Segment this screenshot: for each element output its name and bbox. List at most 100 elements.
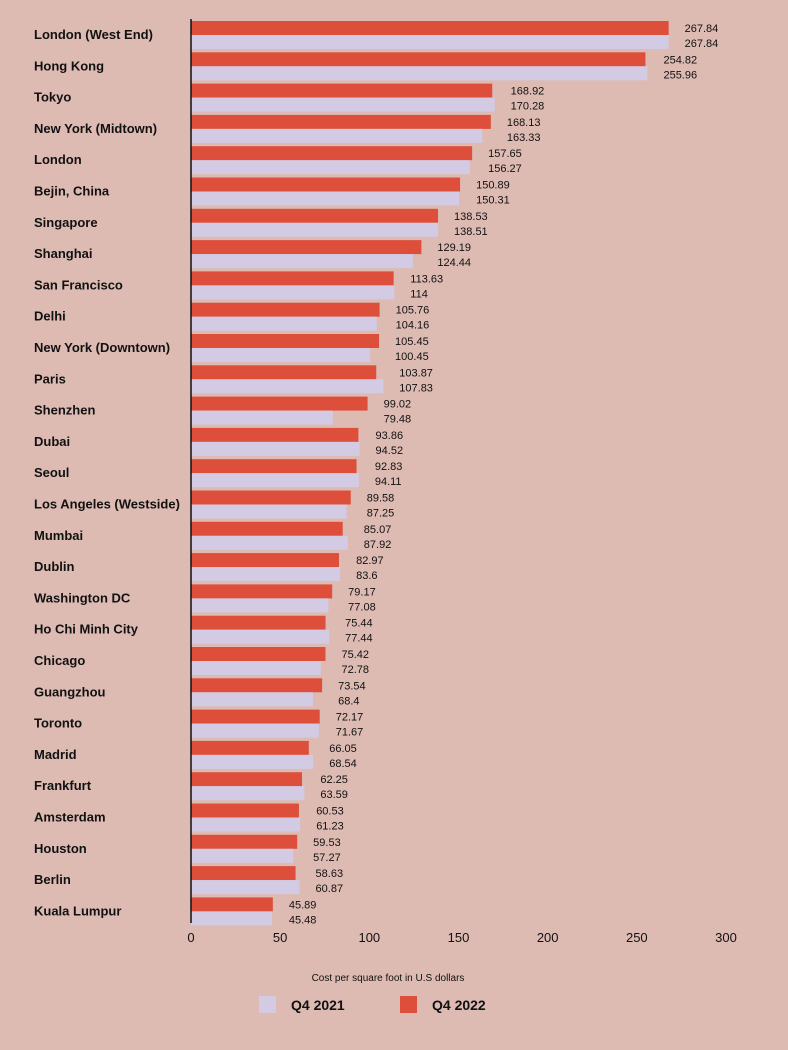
x-tick-label-0: 0: [187, 930, 194, 945]
category-label-hong-kong: Hong Kong: [34, 58, 104, 73]
bar-q4-2022-washington-dc: [191, 584, 333, 599]
value-label-q4-2021-houston: 57.27: [313, 852, 341, 864]
category-label-paris: Paris: [34, 371, 66, 386]
category-label-los-angeles-westside: Los Angeles (Westside): [34, 497, 180, 512]
category-label-amsterdam: Amsterdam: [34, 810, 106, 825]
value-label-q4-2022-shanghai: 129.19: [437, 242, 471, 254]
legend-swatch-q4-2022: [400, 996, 417, 1013]
category-label-houston: Houston: [34, 841, 87, 856]
bar-q4-2021-london: [191, 160, 470, 175]
value-label-q4-2022-houston: 59.53: [313, 837, 341, 849]
x-tick-label-250: 250: [626, 930, 648, 945]
bar-q4-2021-tokyo: [191, 97, 495, 112]
legend-swatch-q4-2021: [259, 996, 276, 1013]
legend-label-q4-2022: Q4 2022: [432, 997, 486, 1013]
bar-q4-2021-london-west-end: [191, 35, 669, 49]
bar-q4-2022-mumbai: [191, 521, 343, 536]
category-label-guangzhou: Guangzhou: [34, 684, 106, 699]
value-label-q4-2021-frankfurt: 63.59: [320, 789, 348, 801]
category-label-new-york-midtown: New York (Midtown): [34, 121, 157, 136]
bar-q4-2021-guangzhou: [191, 692, 313, 707]
category-label-bejin-china: Bejin, China: [34, 184, 110, 199]
value-label-q4-2021-kuala-lumpur: 45.48: [289, 914, 317, 926]
bar-q4-2022-shanghai: [191, 240, 422, 255]
bar-q4-2021-mumbai: [191, 535, 348, 550]
bar-q4-2021-kuala-lumpur: [191, 911, 273, 926]
x-tick-label-300: 300: [715, 930, 737, 945]
category-label-london-west-end: London (West End): [34, 27, 153, 42]
value-label-q4-2022-tokyo: 168.92: [511, 86, 545, 98]
value-label-q4-2021-hong-kong: 255.96: [663, 69, 697, 81]
value-label-q4-2022-ho-chi-minh-city: 75.44: [345, 618, 373, 630]
value-label-q4-2021-new-york-downtown: 100.45: [395, 351, 429, 363]
category-label-dubai: Dubai: [34, 434, 70, 449]
bar-q4-2021-delhi: [191, 316, 377, 331]
x-tick-label-100: 100: [358, 930, 380, 945]
bar-q4-2022-dublin: [191, 553, 339, 568]
bar-q4-2022-shenzhen: [191, 396, 368, 411]
x-tick-label-50: 50: [273, 930, 287, 945]
bar-q4-2022-paris: [191, 365, 377, 380]
bar-q4-2022-madrid: [191, 740, 309, 755]
value-label-q4-2022-amsterdam: 60.53: [316, 806, 344, 818]
bar-q4-2022-singapore: [191, 208, 439, 223]
bar-q4-2021-los-angeles-westside: [191, 504, 347, 519]
bar-q4-2021-singapore: [191, 222, 439, 237]
bar-q4-2021-shanghai: [191, 254, 413, 269]
value-label-q4-2021-london-west-end: 267.84: [685, 38, 719, 50]
value-label-q4-2021-toronto: 71.67: [336, 727, 364, 739]
bar-q4-2021-amsterdam: [191, 817, 301, 832]
bar-q4-2021-bejin-china: [191, 191, 460, 206]
bar-q4-2021-new-york-downtown: [191, 348, 371, 362]
bar-q4-2021-paris: [191, 379, 384, 394]
category-label-frankfurt: Frankfurt: [34, 778, 92, 793]
value-label-q4-2021-seoul: 94.11: [375, 476, 402, 488]
value-label-q4-2022-frankfurt: 62.25: [320, 774, 348, 786]
x-tick-label-150: 150: [448, 930, 470, 945]
bar-q4-2022-delhi: [191, 302, 380, 317]
bar-q4-2022-dubai: [191, 427, 359, 442]
legend-label-q4-2021: Q4 2021: [291, 997, 345, 1013]
bar-q4-2021-ho-chi-minh-city: [191, 629, 330, 644]
bar-q4-2021-berlin: [191, 880, 300, 895]
category-label-new-york-downtown: New York (Downtown): [34, 340, 170, 355]
bar-q4-2022-kuala-lumpur: [191, 897, 273, 912]
bar-q4-2021-dubai: [191, 441, 360, 456]
value-label-q4-2021-shenzhen: 79.48: [384, 414, 412, 426]
value-label-q4-2022-paris: 103.87: [399, 367, 433, 379]
value-label-q4-2022-singapore: 138.53: [454, 211, 488, 223]
bar-q4-2021-new-york-midtown: [191, 128, 483, 143]
category-label-shanghai: Shanghai: [34, 246, 93, 261]
value-label-q4-2022-guangzhou: 73.54: [338, 680, 366, 692]
bar-q4-2022-los-angeles-westside: [191, 490, 351, 505]
category-label-london: London: [34, 152, 82, 167]
value-label-q4-2022-new-york-downtown: 105.45: [395, 336, 429, 348]
value-label-q4-2021-madrid: 68.54: [329, 758, 357, 770]
bar-q4-2022-amsterdam: [191, 803, 299, 818]
value-label-q4-2022-london: 157.65: [488, 148, 522, 160]
bar-q4-2022-new-york-midtown: [191, 114, 491, 129]
value-label-q4-2022-london-west-end: 267.84: [685, 23, 719, 35]
x-axis-ticks: 0 50 100 150 200 250 300: [187, 930, 736, 945]
bar-q4-2021-frankfurt: [191, 786, 305, 801]
value-label-q4-2022-kuala-lumpur: 45.89: [289, 899, 317, 911]
x-tick-label-200: 200: [537, 930, 559, 945]
value-label-q4-2022-washington-dc: 79.17: [348, 586, 376, 598]
value-label-q4-2022-new-york-midtown: 168.13: [507, 117, 541, 129]
value-label-q4-2022-bejin-china: 150.89: [476, 180, 510, 192]
value-label-q4-2022-los-angeles-westside: 89.58: [367, 493, 395, 505]
bar-q4-2022-san-francisco: [191, 271, 394, 286]
category-label-san-francisco: San Francisco: [34, 277, 123, 292]
value-label-q4-2022-toronto: 72.17: [336, 712, 364, 724]
value-label-q4-2022-shenzhen: 99.02: [384, 399, 412, 411]
category-label-tokyo: Tokyo: [34, 90, 71, 105]
value-label-q4-2021-london: 156.27: [488, 163, 522, 175]
category-label-delhi: Delhi: [34, 309, 66, 324]
value-label-q4-2021-berlin: 60.87: [316, 883, 344, 895]
category-label-shenzhen: Shenzhen: [34, 403, 95, 418]
bar-q4-2021-chicago: [191, 661, 321, 675]
category-label-singapore: Singapore: [34, 215, 98, 230]
value-label-q4-2022-seoul: 92.83: [375, 461, 403, 473]
value-label-q4-2021-paris: 107.83: [399, 382, 433, 394]
